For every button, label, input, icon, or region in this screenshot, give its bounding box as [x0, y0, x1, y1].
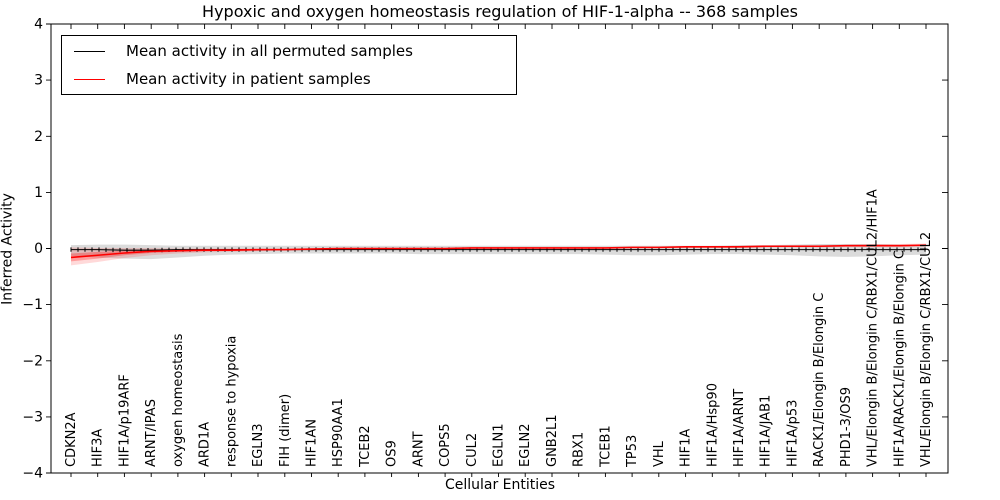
- x-tick-label: HIF1A/p53: [785, 400, 800, 467]
- x-tick-label: HIF1A/RACK1/Elongin B/Elongin C: [892, 250, 907, 467]
- legend-item-patient: Mean activity in patient samples: [62, 68, 516, 90]
- permuted-line-swatch-icon: [74, 50, 105, 52]
- patient-mean-line: [70, 244, 927, 259]
- x-tick-label: VHL: [652, 440, 667, 467]
- x-tick-label: oxygen homeostasis: [171, 333, 186, 467]
- x-tick-label: GNB2L1: [545, 414, 560, 467]
- x-tick-label: CDKN2A: [64, 412, 79, 467]
- y-tick-label: 2: [34, 129, 43, 145]
- x-tick-label: EGLN2: [518, 423, 533, 467]
- x-tick-label: ARD1A: [198, 422, 213, 467]
- x-tick-label: HIF1A: [679, 429, 694, 467]
- y-tick-label: −1: [22, 297, 43, 313]
- y-tick-label: 3: [34, 73, 43, 89]
- permuted-samples-range-band: [71, 244, 927, 260]
- chart-title: Hypoxic and oxygen homeostasis regulatio…: [202, 2, 798, 21]
- legend-label-patient: Mean activity in patient samples: [126, 70, 371, 88]
- y-tick-label: −2: [22, 353, 43, 369]
- x-tick-label: HIF1A/ARNT: [732, 389, 747, 467]
- y-tick-marks: [46, 23, 948, 474]
- x-tick-label: HIF1A/p19ARF: [117, 374, 132, 467]
- x-tick-label: EGLN3: [251, 423, 266, 467]
- x-tick-label: VHL/Elongin B/Elongin C/RBX1/CUL2: [919, 232, 934, 467]
- x-tick-marks: [70, 24, 927, 477]
- y-tick-label: 4: [34, 17, 43, 33]
- x-tick-label: RACK1/Elongin B/Elongin C: [812, 293, 827, 467]
- x-tick-label: VHL/Elongin B/Elongin C/RBX1/CUL2/HIF1A: [866, 189, 881, 467]
- y-tick-label: −3: [22, 409, 43, 425]
- x-tick-label: OS9: [385, 440, 400, 467]
- patient-line-swatch-icon: [74, 78, 105, 80]
- x-tick-label: EGLN1: [492, 423, 507, 467]
- x-tick-label: CUL2: [465, 433, 480, 467]
- x-tick-label: FIH (dimer): [278, 394, 293, 467]
- x-tick-label: response to hypoxia: [224, 336, 239, 467]
- x-tick-label: RBX1: [572, 432, 587, 467]
- legend-item-permuted: Mean activity in all permuted samples: [62, 40, 516, 62]
- y-tick-label: 1: [34, 185, 43, 201]
- y-tick-label: 0: [34, 241, 43, 257]
- x-tick-label: HIF1AN: [304, 419, 319, 467]
- x-tick-label: HIF1A/Hsp90: [705, 383, 720, 467]
- x-tick-label: PHD1-3/OS9: [839, 387, 854, 467]
- y-axis-label: Inferred Activity: [0, 193, 16, 305]
- x-tick-label: TCEB2: [358, 425, 373, 468]
- x-tick-label: TP53: [625, 435, 640, 468]
- x-tick-label: COPS5: [438, 423, 453, 467]
- y-tick-label: −4: [22, 466, 43, 482]
- x-tick-label: ARNT: [411, 431, 426, 467]
- legend-label-permuted: Mean activity in all permuted samples: [126, 42, 413, 60]
- legend: Mean activity in all permuted samples Me…: [61, 35, 517, 95]
- x-tick-label: HSP90AA1: [331, 398, 346, 467]
- x-tick-label: HIF3A: [91, 429, 106, 467]
- x-tick-label: TCEB1: [598, 425, 613, 468]
- x-tick-label: HIF1A/JAB1: [759, 395, 774, 467]
- x-tick-label: ARNT/IPAS: [144, 399, 159, 467]
- x-axis-label: Cellular Entities: [444, 477, 556, 493]
